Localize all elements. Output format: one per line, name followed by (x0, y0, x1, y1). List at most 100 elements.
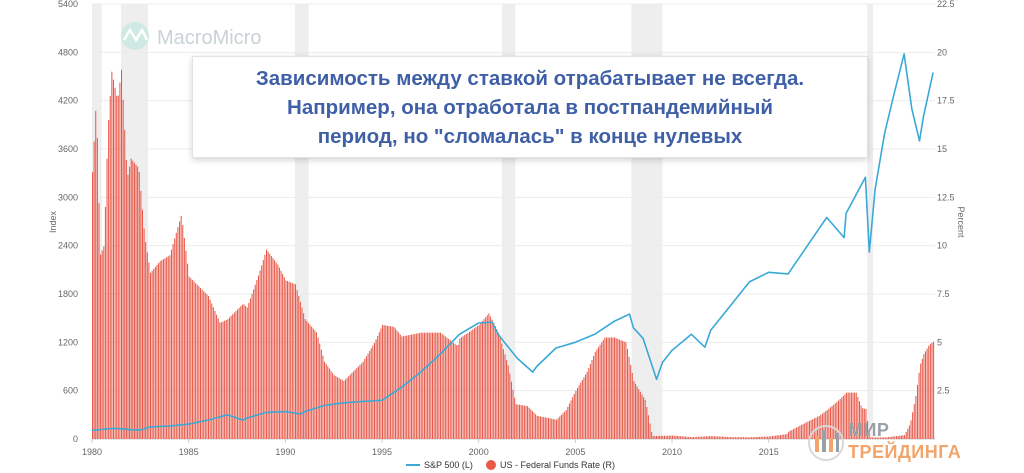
fed-rate-bar (760, 436, 762, 439)
fed-rate-bar (846, 392, 848, 439)
fed-rate-bar (831, 405, 833, 439)
fed-rate-bar (525, 405, 527, 439)
fed-rate-bar (646, 406, 648, 439)
y-right-axis-title: Percent (956, 206, 966, 238)
fed-rate-bar (174, 238, 176, 439)
fed-rate-bar (636, 386, 638, 439)
fed-rate-bar (844, 394, 846, 439)
fed-rate-bar (728, 436, 730, 439)
fed-rate-bar (800, 424, 802, 439)
fed-rate-bar (841, 397, 843, 439)
fed-rate-bar (182, 225, 184, 439)
fed-rate-bar (272, 258, 274, 439)
fed-rate-bar (876, 437, 878, 439)
fed-rate-bar (838, 400, 840, 439)
fed-rate-bar (315, 332, 318, 439)
fed-rate-bar (610, 337, 612, 439)
fed-rate-bar (320, 349, 322, 439)
fed-rate-bar (145, 242, 147, 439)
fed-rate-bar (692, 436, 695, 439)
fed-rate-bar (628, 356, 630, 439)
annotation-callout: Зависимость между ставкой отрабатывает н… (192, 56, 868, 158)
fed-rate-bar (920, 363, 922, 439)
fed-rate-bar (842, 395, 844, 439)
fed-rate-bar (454, 343, 456, 439)
fed-rate-bar (662, 435, 664, 439)
fed-rate-bar (143, 228, 145, 439)
fed-rate-bar (573, 393, 575, 439)
fed-rate-bar (394, 328, 396, 439)
fed-rate-bar (541, 416, 543, 439)
fed-rate-bar (140, 190, 142, 439)
fed-rate-bar (828, 408, 830, 439)
fed-rate-bar (836, 401, 838, 439)
fed-rate-bar (684, 436, 686, 439)
fed-rate-bar (855, 392, 857, 439)
fed-rate-bar (680, 436, 682, 439)
y-left-tick-label: 0 (73, 434, 78, 444)
fed-rate-bar (382, 324, 384, 439)
fed-rate-bar (747, 437, 749, 439)
fed-rate-bar (158, 263, 160, 439)
x-axis-ticks: 1980 1985 1990 1995 2000 2005 2010 2015 (82, 439, 779, 457)
fed-rate-bar (278, 267, 280, 439)
fed-rate-bar (721, 436, 724, 439)
fed-rate-bar (222, 321, 224, 439)
fed-rate-bar (813, 418, 815, 439)
fed-rate-bar (583, 377, 585, 439)
fed-rate-bar (507, 365, 509, 439)
fed-rate-bar (860, 405, 862, 439)
fed-rate-bar (755, 437, 757, 439)
fed-rate-bar (873, 437, 875, 439)
fed-rate-bar (749, 437, 751, 439)
fed-rate-bar (742, 437, 744, 439)
fed-rate-bar (220, 322, 222, 439)
fed-rate-bar (156, 265, 158, 439)
fed-rate-bar (879, 437, 881, 439)
fed-rate-bar (414, 333, 416, 439)
fed-rate-bar (253, 289, 255, 439)
fed-rate-bar (108, 120, 110, 439)
fed-rate-bar (810, 419, 812, 439)
fed-rate-bar (904, 435, 906, 439)
fed-rate-bar (354, 369, 356, 439)
fed-rate-bar (865, 409, 867, 439)
fed-rate-bar (282, 274, 284, 439)
fed-rate-bar (170, 249, 172, 439)
fed-rate-bar (208, 295, 210, 439)
fed-rate-bar (493, 323, 495, 439)
y-left-tick-label: 1200 (58, 337, 78, 347)
fed-rate-bar (396, 330, 398, 439)
fed-rate-bar (377, 335, 379, 439)
fed-rate-bar (380, 328, 382, 439)
x-tick-label: 2015 (759, 447, 779, 457)
fed-rate-bar (93, 141, 95, 440)
fed-rate-bar (720, 436, 722, 439)
fed-rate-bar (353, 371, 355, 439)
fed-rate-bar (177, 227, 179, 439)
fed-rate-bar (892, 436, 894, 439)
fed-rate-bar (130, 158, 132, 439)
fed-rate-bar (307, 322, 309, 439)
fed-rate-bar (398, 332, 400, 439)
fed-rate-bar (539, 416, 541, 439)
fed-rate-bar (306, 321, 308, 439)
fed-rate-bar (121, 69, 123, 439)
fed-rate-bar (688, 436, 690, 439)
fed-rate-bar (530, 409, 532, 439)
fed-rate-bar (296, 290, 298, 439)
fed-rate-bar (794, 428, 796, 439)
fed-rate-bar (618, 339, 620, 439)
fed-rate-bar (923, 353, 925, 439)
fed-rate-bar (514, 397, 516, 439)
callout-line-2: Например, она отработала в постпандемийн… (287, 95, 773, 119)
fed-rate-bar (309, 324, 311, 439)
fed-rate-bar (604, 337, 606, 439)
fed-rate-bar (768, 436, 770, 439)
fed-rate-bar (875, 437, 877, 439)
fed-rate-bar (137, 166, 139, 439)
fed-rate-bar (114, 87, 116, 440)
fed-rate-bar (770, 436, 772, 439)
fed-rate-bar (804, 423, 806, 439)
fed-rate-bar (129, 166, 131, 439)
